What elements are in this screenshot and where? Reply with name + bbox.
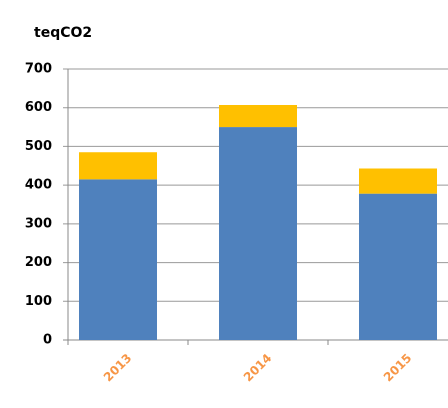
y-tick-label: 0: [43, 333, 52, 348]
y-tick-label: 700: [25, 62, 52, 77]
y-tick-label: 400: [25, 178, 52, 193]
bar-segment: [219, 105, 297, 128]
bar-segment: [359, 193, 437, 340]
y-tick-label: 100: [25, 294, 52, 309]
bar-segment: [359, 168, 437, 194]
bar-segment: [79, 152, 157, 180]
y-tick-label: 500: [25, 139, 52, 154]
chart-title: teqCO2: [34, 25, 92, 41]
x-tick-label: 2013: [101, 351, 135, 385]
x-tick-label: 2014: [241, 351, 275, 385]
x-tick-label: 2015: [381, 351, 415, 385]
bar-segment: [219, 127, 297, 340]
y-tick-label: 300: [25, 216, 52, 231]
y-tick-label: 200: [25, 255, 52, 270]
bar-segment: [79, 179, 157, 340]
y-tick-label: 600: [25, 100, 52, 115]
